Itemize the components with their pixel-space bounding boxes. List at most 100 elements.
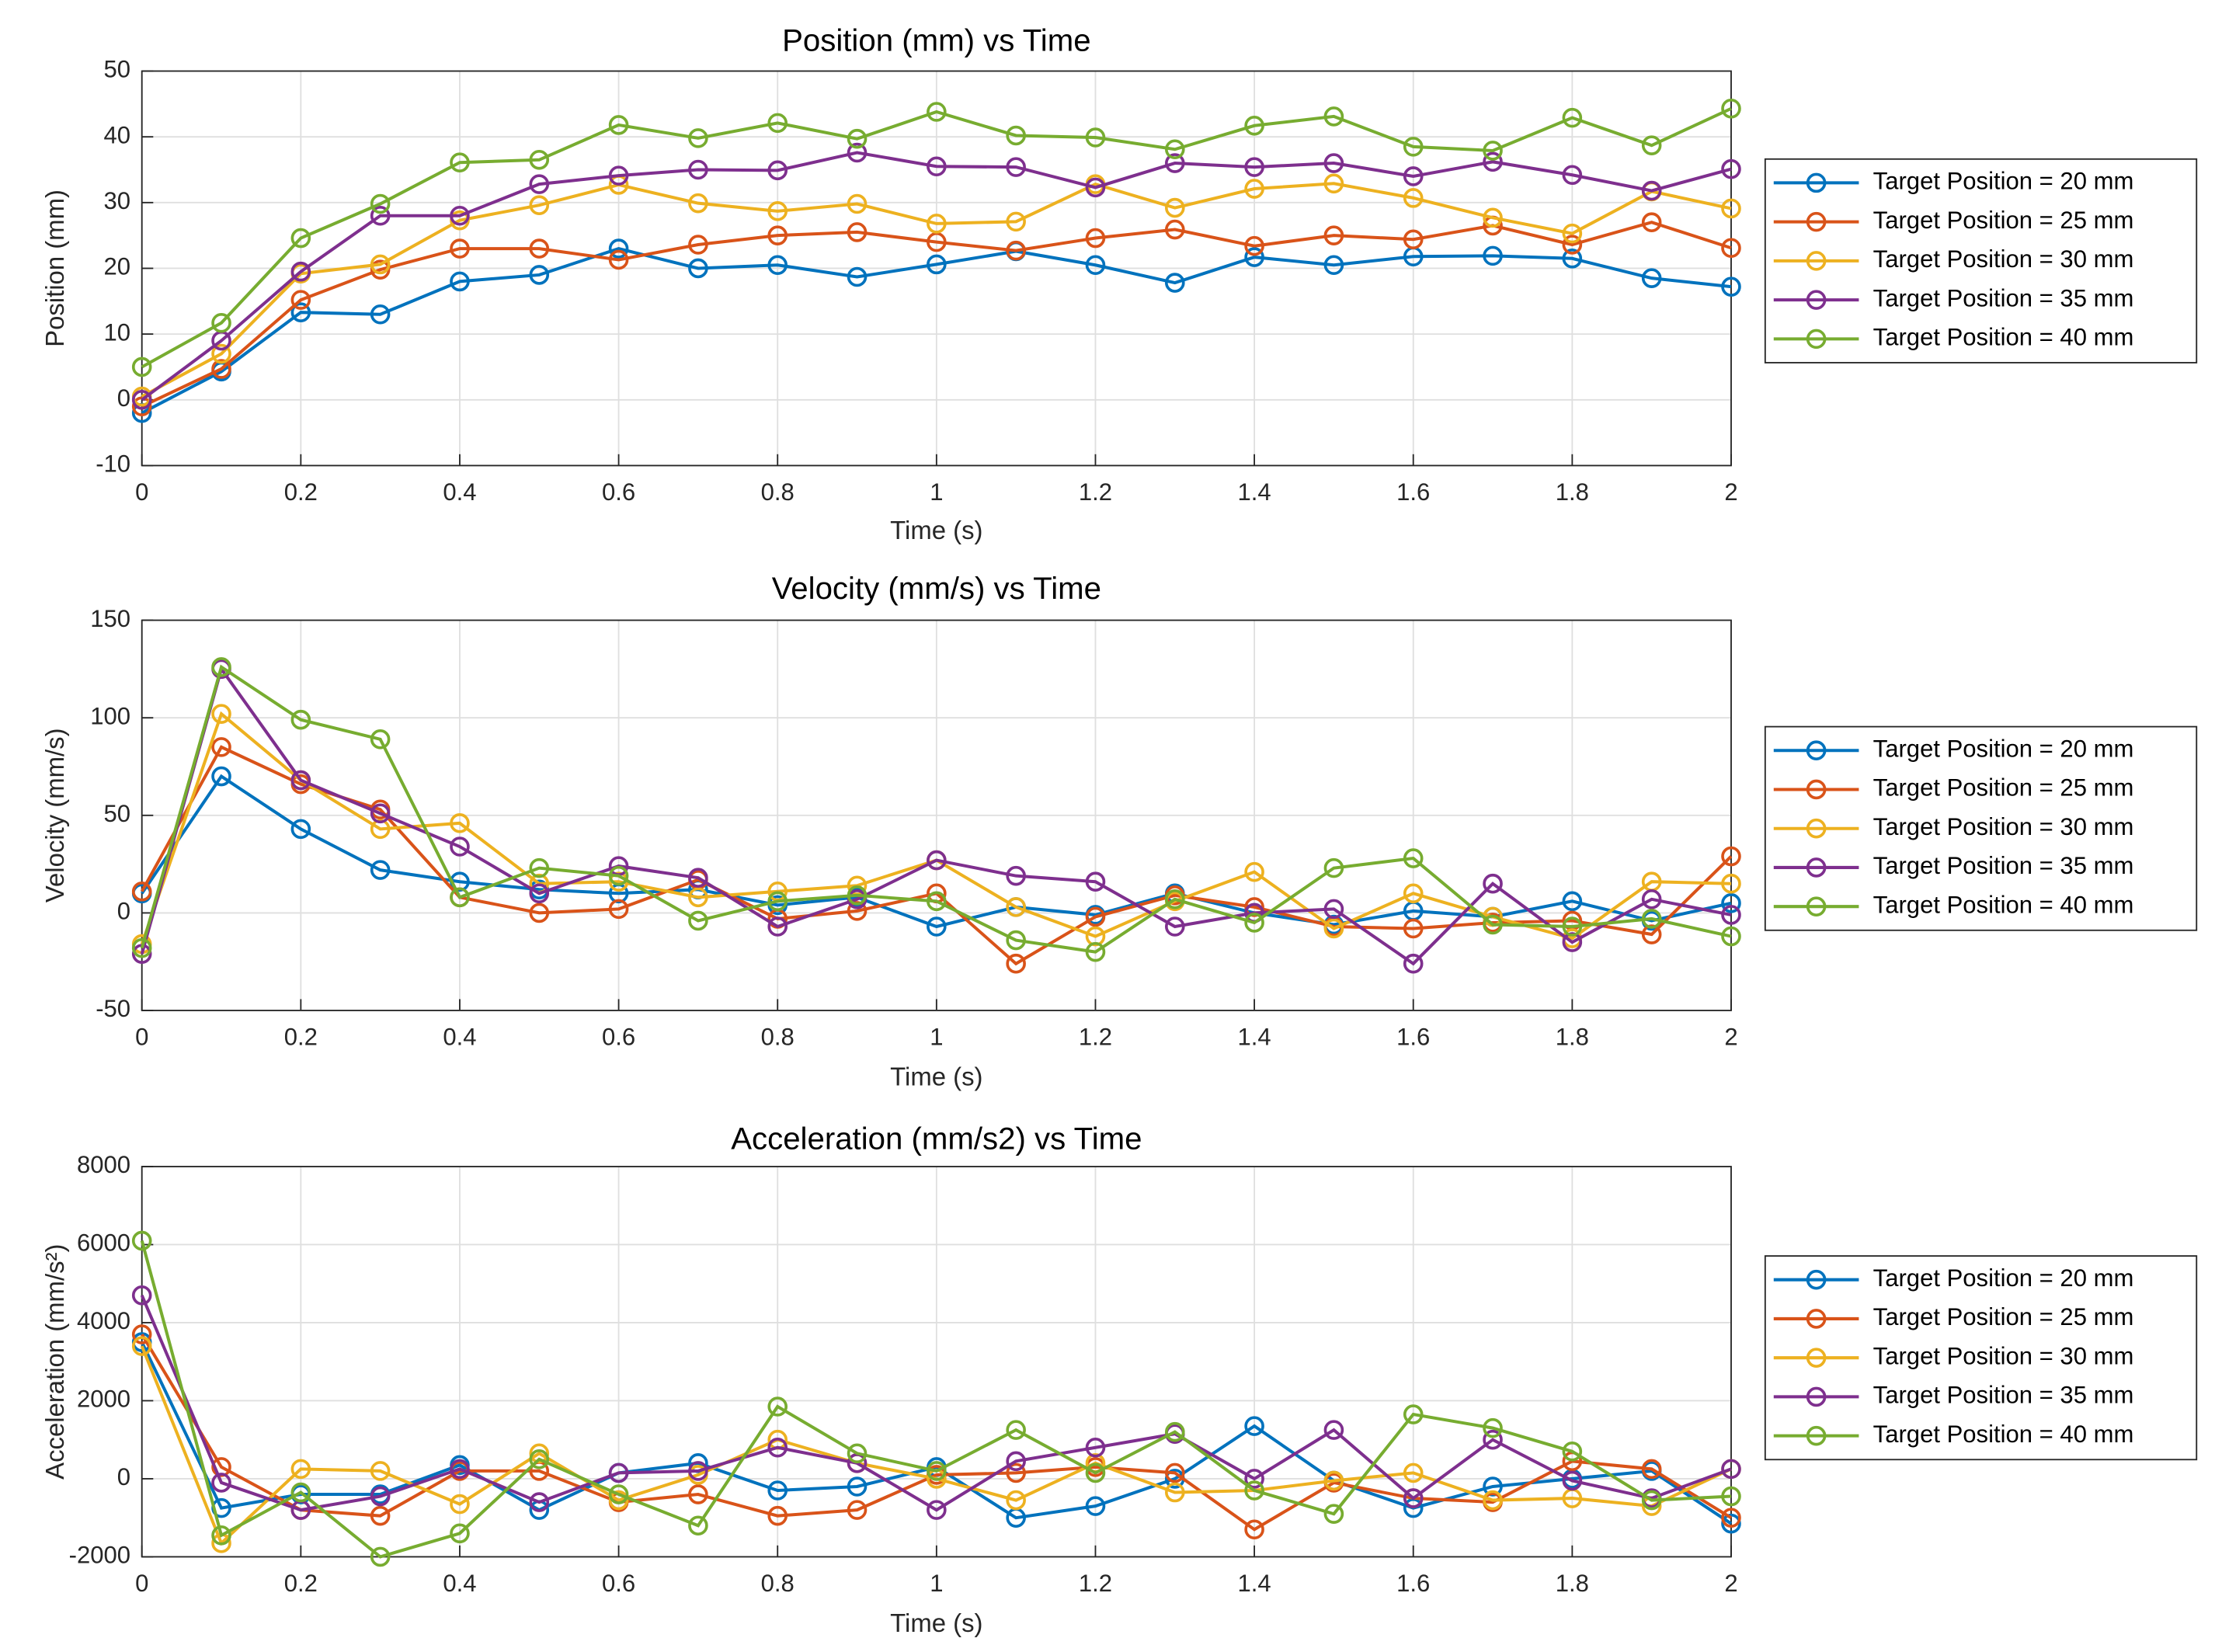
data-point bbox=[131, 937, 152, 958]
legend-marker bbox=[1806, 1348, 1827, 1368]
data-point bbox=[1006, 157, 1026, 177]
data-point bbox=[1085, 941, 1106, 962]
y-tick-label: 40 bbox=[104, 121, 131, 148]
data-point bbox=[211, 1473, 231, 1493]
data-point bbox=[211, 343, 231, 364]
data-point bbox=[1721, 1459, 1741, 1480]
data-point bbox=[131, 881, 152, 902]
data-point bbox=[529, 1449, 550, 1469]
data-point bbox=[1006, 1420, 1026, 1440]
data-point bbox=[1085, 255, 1106, 276]
data-point bbox=[211, 766, 231, 787]
data-point bbox=[1562, 916, 1583, 937]
data-point bbox=[608, 115, 629, 135]
data-point bbox=[370, 803, 391, 824]
data-point bbox=[608, 899, 629, 920]
data-point bbox=[450, 1523, 470, 1544]
data-point bbox=[131, 356, 152, 377]
data-point bbox=[1562, 165, 1583, 186]
series-line bbox=[141, 246, 1732, 415]
data-point bbox=[1085, 906, 1106, 927]
data-point bbox=[1164, 1421, 1185, 1442]
x-tick-label: 1.8 bbox=[1556, 478, 1589, 506]
legend-label: Target Position = 20 mm bbox=[1873, 168, 2134, 195]
data-point bbox=[1006, 1451, 1026, 1472]
data-point bbox=[529, 883, 550, 904]
series-line bbox=[141, 151, 1732, 402]
data-point bbox=[370, 1461, 391, 1481]
data-point bbox=[1721, 198, 1741, 219]
data-point bbox=[1323, 173, 1344, 194]
data-point bbox=[370, 193, 391, 214]
data-point bbox=[927, 891, 947, 912]
data-point bbox=[1483, 141, 1503, 161]
data-point bbox=[767, 1480, 788, 1501]
data-point bbox=[688, 1461, 708, 1481]
data-point bbox=[211, 737, 231, 757]
data-point bbox=[370, 1505, 391, 1526]
data-point bbox=[290, 709, 311, 730]
y-tick-label: 10 bbox=[104, 318, 131, 346]
x-tick-label: 0.8 bbox=[761, 1024, 795, 1051]
data-point bbox=[767, 113, 788, 134]
y-tick-label: -2000 bbox=[69, 1542, 130, 1569]
data-point bbox=[131, 1336, 152, 1356]
legend-label: Target Position = 40 mm bbox=[1873, 891, 2134, 918]
data-point bbox=[1244, 1416, 1264, 1436]
x-tick-label: 2 bbox=[1724, 1570, 1737, 1597]
data-point bbox=[1641, 1490, 1662, 1511]
data-point bbox=[450, 152, 470, 172]
data-point bbox=[1006, 1490, 1026, 1511]
data-point bbox=[1483, 245, 1503, 266]
legend-marker bbox=[1806, 1386, 1827, 1407]
legend-label: Target Position = 30 mm bbox=[1873, 1342, 2134, 1369]
x-tick-label: 0.6 bbox=[602, 1570, 635, 1597]
chart-title: Velocity (mm/s) vs Time bbox=[772, 571, 1101, 606]
data-point bbox=[1562, 248, 1583, 269]
legend-marker bbox=[1806, 1425, 1827, 1446]
data-point bbox=[688, 235, 708, 255]
legend-marker bbox=[1806, 1309, 1827, 1329]
data-point bbox=[450, 1459, 470, 1480]
data-point bbox=[608, 1462, 629, 1483]
data-point bbox=[1323, 255, 1344, 276]
data-point bbox=[450, 836, 470, 857]
data-point bbox=[688, 1515, 708, 1536]
y-tick-label: 0 bbox=[117, 1463, 130, 1490]
x-axis-label: Time (s) bbox=[890, 1062, 982, 1090]
x-tick-label: 0 bbox=[135, 1570, 148, 1597]
data-point bbox=[847, 222, 868, 242]
data-point bbox=[1641, 1459, 1662, 1480]
data-point bbox=[211, 704, 231, 724]
data-point bbox=[847, 1443, 868, 1464]
data-point bbox=[529, 150, 550, 170]
x-tick-label: 1.2 bbox=[1079, 478, 1112, 506]
data-point bbox=[1323, 1420, 1344, 1440]
plot-data bbox=[131, 98, 1741, 423]
data-point bbox=[1641, 212, 1662, 233]
data-point bbox=[1323, 106, 1344, 127]
y-tick-label: 150 bbox=[90, 605, 130, 632]
data-point bbox=[370, 259, 391, 280]
data-point bbox=[1721, 846, 1741, 867]
legend-label: Target Position = 20 mm bbox=[1873, 1264, 2134, 1292]
data-point bbox=[1244, 1469, 1264, 1489]
data-point bbox=[1244, 235, 1264, 256]
data-point bbox=[1085, 1437, 1106, 1458]
data-point bbox=[1403, 953, 1424, 974]
legend-marker bbox=[1806, 1269, 1827, 1290]
data-point bbox=[1006, 865, 1026, 886]
data-point bbox=[1006, 240, 1026, 261]
data-point bbox=[1721, 238, 1741, 259]
data-point bbox=[529, 1492, 550, 1512]
data-point bbox=[290, 819, 311, 840]
legend-label: Target Position = 35 mm bbox=[1873, 284, 2134, 311]
legend-label: Target Position = 25 mm bbox=[1873, 1303, 2134, 1330]
legend-marker bbox=[1806, 290, 1827, 310]
data-point bbox=[1403, 1404, 1424, 1424]
data-point bbox=[1164, 139, 1185, 160]
data-point bbox=[767, 1505, 788, 1526]
data-point bbox=[1164, 273, 1185, 293]
data-point bbox=[529, 1443, 550, 1464]
data-point bbox=[211, 359, 231, 379]
